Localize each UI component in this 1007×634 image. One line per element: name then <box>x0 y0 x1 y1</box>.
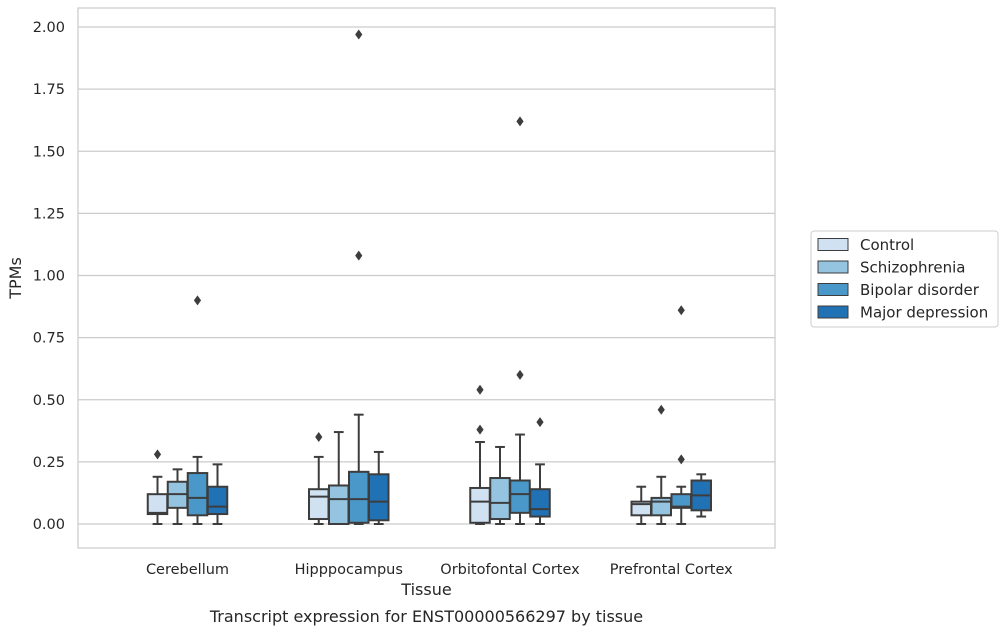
y-tick-label: 1.00 <box>33 269 65 285</box>
y-tick-label: 1.50 <box>33 144 65 160</box>
plot-area-background <box>78 8 775 548</box>
legend: Control Schizophrenia Bipolar disorder Majo… <box>810 230 999 328</box>
box-major-depression <box>368 450 390 525</box>
x-tick-label: Orbitofontal Cortex <box>440 562 580 578</box>
box-body <box>146 493 169 516</box>
box-major-depression <box>690 473 712 518</box>
x-tick-label: Cerebellum <box>146 562 229 578</box>
y-tick-label: 0.50 <box>33 393 65 409</box>
y-axis-label: TPMs <box>6 257 25 300</box>
legend-swatch <box>817 238 849 251</box>
outlier-point <box>677 454 685 465</box>
outlier-point <box>355 29 363 40</box>
outlier-point <box>536 417 544 428</box>
box-body <box>489 477 511 521</box>
box-bipolar-disorder <box>186 295 209 525</box>
figure-caption: Transcript expression for ENST0000056629… <box>209 607 643 626</box>
x-tick-labels: Cerebellum Hipppocampus Orbitofontal Corte… <box>146 562 733 578</box>
box-body <box>529 488 551 518</box>
y-tick-label: 0.25 <box>33 455 65 471</box>
legend-label: Control <box>860 236 914 254</box>
y-tick-label: 2.00 <box>33 20 65 36</box>
box-body <box>469 486 491 524</box>
box-body <box>308 488 330 521</box>
box-body <box>650 496 672 517</box>
box-body <box>186 472 209 517</box>
legend-label: Bipolar disorder <box>860 281 980 299</box>
y-tick-label: 1.25 <box>33 206 65 222</box>
box-major-depression <box>529 417 551 525</box>
box-control <box>630 485 652 525</box>
x-tick-label: Prefrontal Cortex <box>610 562 733 578</box>
y-tick-label: 0.75 <box>33 331 65 347</box>
box-control <box>469 384 491 525</box>
box-body <box>206 485 229 516</box>
legend-label: Schizophrenia <box>860 259 965 277</box>
legend-swatch <box>817 260 849 274</box>
outlier-point <box>516 369 524 380</box>
outlier-point <box>355 250 363 261</box>
box-body <box>368 473 390 522</box>
box-bipolar-disorder <box>509 116 531 525</box>
legend-label: Major depression <box>860 304 988 322</box>
box-marks <box>146 29 712 526</box>
legend-frame <box>810 230 999 328</box>
x-tick-label: Hipppocampus <box>295 562 403 578</box>
legend-swatch <box>817 305 849 319</box>
outlier-point <box>677 305 685 316</box>
box-bipolar-disorder <box>670 305 692 525</box>
outlier-point <box>516 116 524 127</box>
outlier-point <box>193 295 202 306</box>
legend-swatch <box>817 283 849 296</box>
box-major-depression <box>206 463 229 525</box>
plot-area-border <box>77 7 776 549</box>
box-schizophrenia <box>650 404 672 525</box>
outlier-point <box>657 404 665 415</box>
outlier-point <box>153 449 162 460</box>
outlier-point <box>315 432 323 443</box>
y-tick-labels: 0.00 0.25 0.50 0.75 1.00 1.25 1.50 1.75 2.00 <box>33 20 65 533</box>
x-axis-label: Tissue <box>400 580 451 599</box>
outlier-point <box>476 384 484 395</box>
box-body <box>509 479 531 514</box>
box-control <box>308 432 330 525</box>
box-schizophrenia <box>489 445 511 525</box>
y-tick-label: 0.00 <box>33 517 65 533</box>
outlier-point <box>476 424 484 435</box>
box-body <box>328 484 350 526</box>
y-tick-label: 1.75 <box>33 82 65 98</box>
box-body <box>348 470 370 524</box>
